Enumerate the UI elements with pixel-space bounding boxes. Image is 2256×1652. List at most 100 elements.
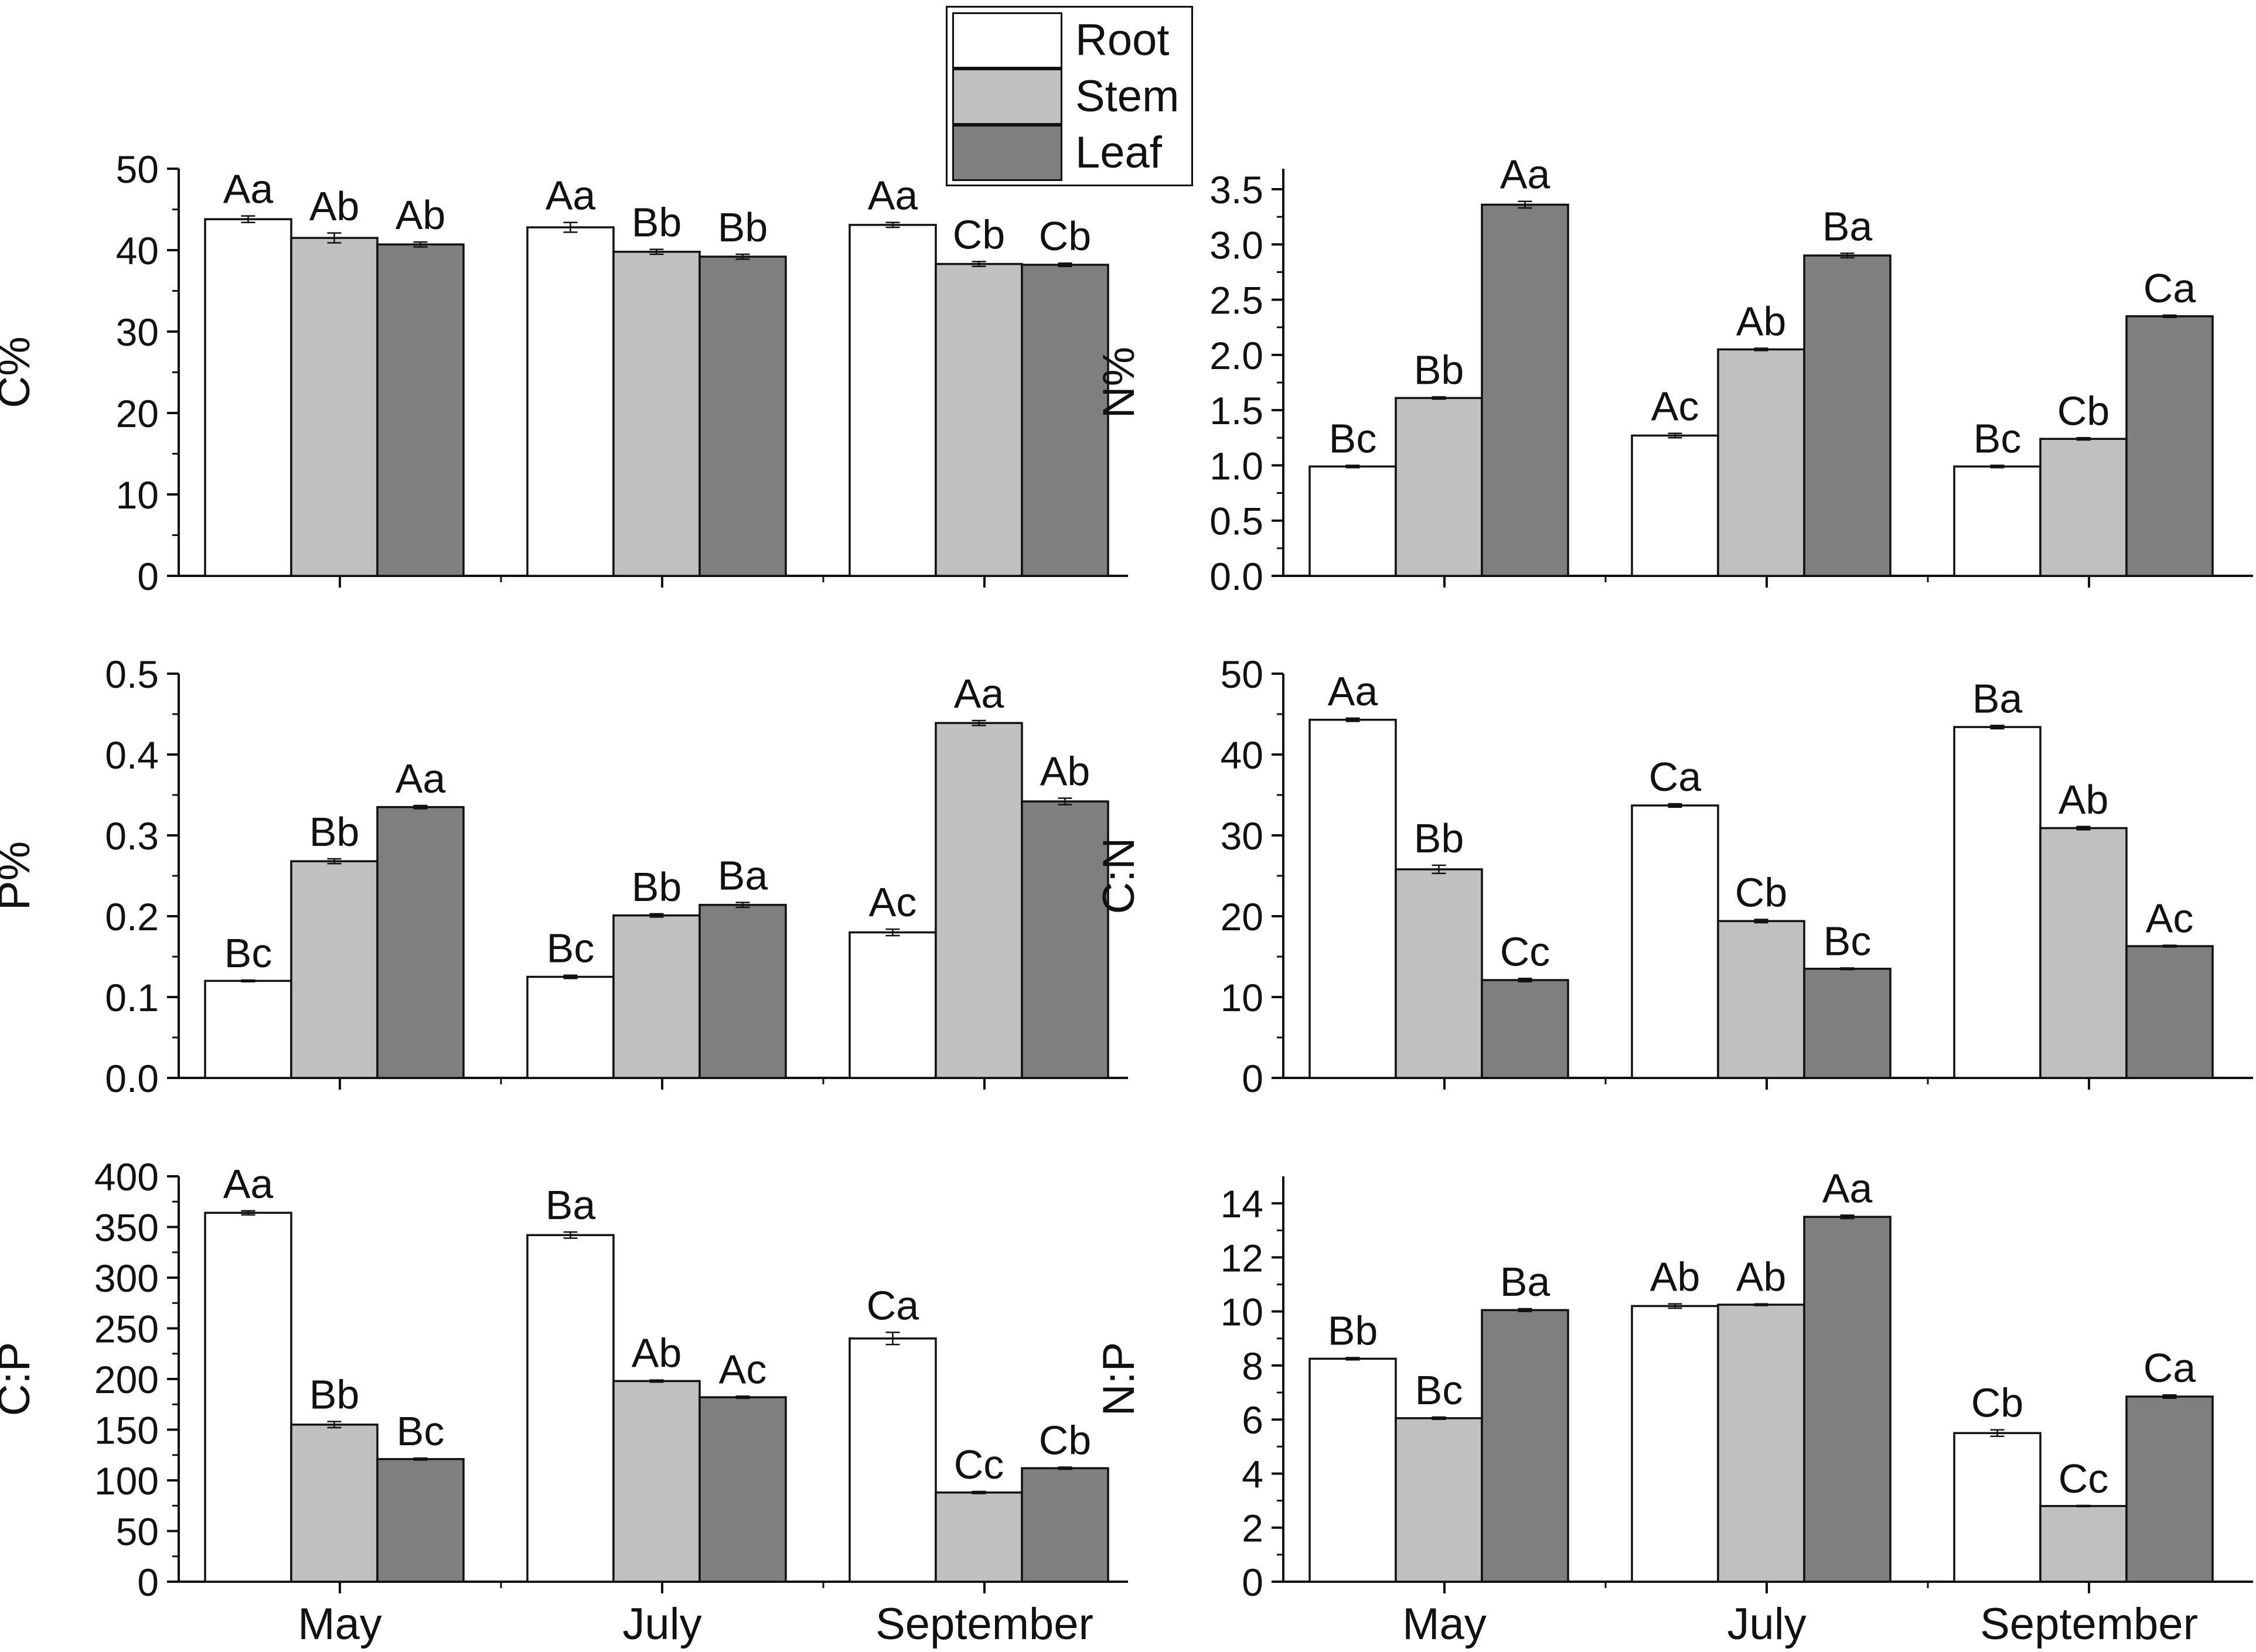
significance-label: Aa [954, 671, 1004, 716]
significance-label: Bc [1974, 415, 2022, 461]
significance-label: Aa [223, 1161, 274, 1207]
significance-label: Ca [2143, 265, 2196, 311]
bar-leaf [1021, 800, 1109, 1079]
significance-label: Cb [1039, 1418, 1091, 1463]
significance-label: Bc [1824, 918, 1872, 964]
significance-label: Aa [546, 173, 596, 219]
legend-label-leaf: Leaf [1075, 128, 1162, 178]
y-tick-label: 250 [94, 1308, 159, 1351]
y-tick-label: 10 [1221, 976, 1263, 1019]
y-tick-label: 30 [1221, 814, 1263, 858]
y-tick-label: 350 [94, 1206, 159, 1250]
bar-root [848, 1337, 937, 1583]
y-tick-label: 4 [1242, 1452, 1263, 1496]
bar-leaf [1803, 967, 1892, 1079]
significance-label: Cc [1500, 929, 1550, 974]
bar-root [1631, 1305, 1719, 1583]
legend-swatch-leaf [952, 125, 1062, 181]
bar-stem [1395, 1417, 1483, 1583]
bar-leaf [1481, 203, 1569, 577]
significance-label: Bb [632, 200, 682, 245]
significance-label: Cb [2057, 388, 2110, 434]
y-tick-label: 0.5 [105, 653, 159, 696]
bar-stem [935, 262, 1023, 577]
y-tick-label: 20 [1221, 895, 1263, 938]
y-tick-label: 300 [94, 1257, 159, 1300]
significance-label: Aa [223, 166, 274, 212]
legend-label-stem: Stem [1075, 71, 1180, 121]
bar-stem [290, 237, 379, 577]
bar-root [1308, 465, 1397, 577]
y-tick-label: 150 [94, 1409, 159, 1452]
significance-label: Bb [1414, 815, 1464, 861]
significance-label: Ab [1736, 1254, 1787, 1300]
bar-stem [612, 914, 701, 1079]
bar-root [848, 931, 937, 1079]
bar-stem [1395, 397, 1483, 577]
y-tick-label: 0 [137, 555, 159, 598]
legend-item-leaf: Leaf [952, 125, 1187, 181]
y-tick-label: 2 [1242, 1507, 1263, 1550]
significance-label: Ac [1651, 384, 1699, 429]
y-tick-label: 10 [1221, 1291, 1263, 1334]
significance-label: Bb [632, 864, 682, 910]
x-category-label: July [1727, 1599, 1806, 1649]
y-tick-label: 100 [94, 1459, 159, 1503]
bar-leaf [1803, 1216, 1892, 1583]
y-axis-title: P% [0, 841, 39, 910]
significance-label: Cb [1735, 870, 1787, 916]
significance-label: Bb [1414, 347, 1464, 393]
significance-label: Ba [546, 1182, 596, 1228]
significance-label: Ab [1650, 1254, 1700, 1300]
y-tick-label: 0.4 [105, 733, 159, 777]
y-tick-label: 0 [1242, 1561, 1263, 1604]
y-tick-label: 0.2 [105, 895, 159, 938]
bar-root [204, 979, 292, 1079]
bar-stem [935, 722, 1023, 1079]
legend: Root Stem Leaf [946, 6, 1193, 186]
significance-label: Ac [719, 1346, 767, 1392]
y-tick-label: 10 [116, 473, 159, 517]
significance-label: Ba [718, 853, 768, 899]
significance-label: Bc [1329, 415, 1377, 461]
bar-stem [2039, 438, 2128, 577]
bar-leaf [376, 805, 465, 1079]
significance-label: Ac [2146, 896, 2194, 941]
bar-root [1953, 726, 2042, 1079]
significance-label: Cc [954, 1442, 1004, 1487]
significance-label: Bb [309, 1372, 360, 1418]
y-tick-label: 0.1 [105, 976, 159, 1019]
y-tick-label: 6 [1242, 1398, 1263, 1442]
y-axis-title: C:N [1094, 838, 1144, 914]
bar-leaf [698, 255, 787, 577]
significance-label: Bb [309, 809, 360, 855]
significance-label: Aa [1500, 152, 1550, 197]
x-category-label: September [875, 1599, 1093, 1649]
significance-label: Ba [1972, 675, 2023, 721]
significance-label: Bc [397, 1408, 445, 1454]
bar-leaf [1481, 1309, 1569, 1583]
bar-stem [1717, 348, 1805, 577]
significance-label: Aa [1328, 668, 1378, 714]
y-axis-title: C:P [0, 1342, 39, 1417]
bar-leaf [1021, 264, 1109, 577]
legend-swatch-root [952, 12, 1062, 69]
significance-label: Bb [718, 204, 768, 250]
bar-stem [1395, 868, 1483, 1079]
bar-leaf [1803, 254, 1892, 577]
significance-label: Ac [869, 879, 917, 925]
bar-root [1953, 465, 2042, 577]
bar-root [1308, 1357, 1397, 1583]
bar-leaf [2125, 315, 2214, 577]
y-tick-label: 50 [116, 1510, 159, 1554]
y-tick-label: 1.0 [1209, 444, 1263, 487]
y-axis-title: C% [0, 336, 39, 408]
x-category-label: May [1402, 1599, 1487, 1649]
bar-stem [290, 1424, 379, 1583]
bar-stem [2039, 1505, 2128, 1583]
y-tick-label: 0.0 [105, 1057, 159, 1100]
significance-label: Ab [396, 192, 446, 238]
y-tick-label: 0.3 [105, 814, 159, 858]
legend-item-root: Root [952, 12, 1187, 69]
